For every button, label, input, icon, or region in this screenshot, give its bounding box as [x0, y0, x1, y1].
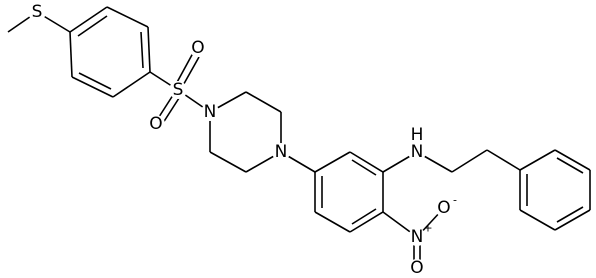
atom-label: O — [149, 114, 162, 134]
atom-labels: S S O O N N N H N + O - O — [32, 2, 457, 278]
charge-label: + — [423, 222, 432, 235]
atom-label: S — [32, 2, 43, 22]
atom-backgrounds — [28, 3, 453, 277]
atom-label: H — [411, 125, 424, 145]
atom-label: N — [411, 227, 424, 247]
atom-label: N — [275, 142, 288, 162]
atom-label: O — [410, 258, 423, 278]
charge-label: - — [453, 194, 457, 207]
atom-label: O — [437, 198, 450, 218]
atom-label: O — [191, 38, 204, 58]
atom-label: N — [204, 102, 217, 122]
bonds — [7, 6, 591, 268]
atom-label: S — [173, 80, 184, 100]
atom-label: N — [411, 142, 424, 162]
